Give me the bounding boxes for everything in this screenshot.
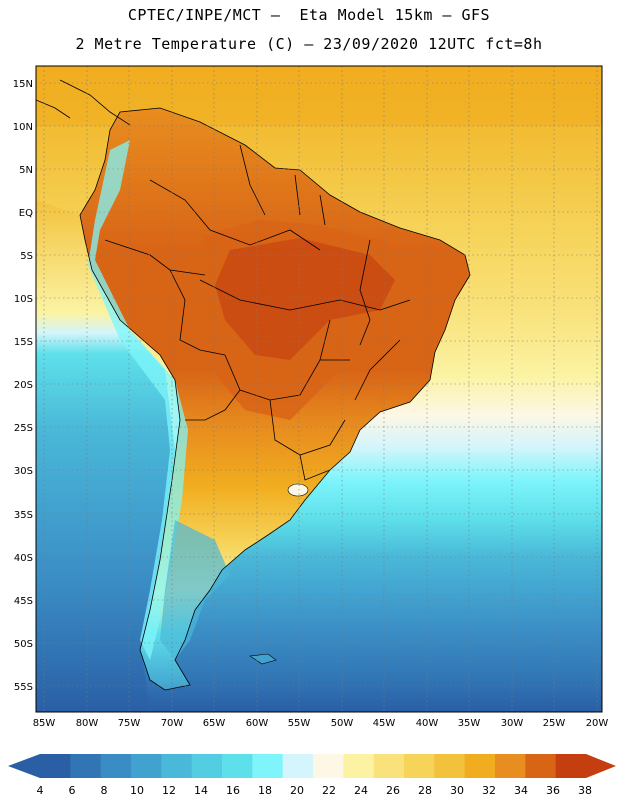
colorbar-swatch	[525, 754, 557, 778]
map-frame	[35, 65, 603, 713]
lon-label: 35W	[458, 718, 481, 729]
lat-label: 5S	[20, 251, 33, 262]
colorbar-swatch	[40, 754, 71, 778]
colorbar-label: 12	[162, 784, 176, 797]
lon-label: 70W	[161, 718, 184, 729]
country-borders	[36, 79, 471, 691]
lon-label: 20W	[586, 718, 609, 729]
colorbar-label: 36	[546, 784, 560, 797]
lat-label: 25S	[14, 423, 33, 434]
lon-label: 60W	[246, 718, 269, 729]
colorbar-swatch	[222, 754, 253, 778]
lon-label: 30W	[501, 718, 524, 729]
lat-label: 10S	[14, 294, 33, 305]
colorbar-high-arrow	[586, 754, 616, 778]
lon-label: 25W	[543, 718, 566, 729]
lat-label: 15N	[13, 79, 33, 90]
lat-label: EQ	[19, 208, 33, 219]
lat-label: 45S	[14, 596, 33, 607]
colorbar-swatch	[100, 754, 132, 778]
colorbar-swatch	[404, 754, 435, 778]
colorbar-low-arrow	[8, 754, 40, 778]
colorbar-swatch	[131, 754, 162, 778]
longitude-labels: 85W 80W 75W 70W 65W 60W 55W 50W 45W 40W …	[33, 718, 609, 729]
colorbar-label: 22	[322, 784, 336, 797]
colorbar-label: 6	[69, 784, 76, 797]
patagonia-cool	[160, 520, 230, 660]
colorbar-swatch	[313, 754, 344, 778]
colorbar-labels: 4 6 8 10 12 14 16 18 20 22 24 26 28 30 3…	[37, 784, 593, 797]
colorbar-label: 38	[578, 784, 592, 797]
colorbar-swatch	[464, 754, 496, 778]
lat-label: 55S	[14, 682, 33, 693]
lat-label: 40S	[14, 553, 33, 564]
colorbar-label: 28	[418, 784, 432, 797]
colorbar-swatch	[373, 754, 405, 778]
lon-label: 85W	[33, 718, 56, 729]
colorbar-swatch	[70, 754, 102, 778]
colorbar-swatch	[252, 754, 284, 778]
colorbar-label: 10	[130, 784, 144, 797]
lon-label: 75W	[118, 718, 141, 729]
title-line-2: 2 Metre Temperature (C) – 23/09/2020 12U…	[75, 35, 543, 53]
lon-label: 80W	[76, 718, 99, 729]
falkland-islands	[249, 653, 277, 665]
colorbar-swatch	[282, 754, 314, 778]
colorbar-label: 32	[482, 784, 496, 797]
colorbar-swatch	[191, 754, 223, 778]
lagoon	[287, 483, 309, 497]
title-line-1: CPTEC/INPE/MCT – Eta Model 15km – GFS	[127, 6, 491, 24]
lat-label: 20S	[14, 380, 33, 391]
lat-label: 30S	[14, 466, 33, 477]
lat-label: 10N	[13, 122, 33, 133]
lat-label: 50S	[14, 639, 33, 650]
lon-label: 50W	[331, 718, 354, 729]
colorbar-swatch	[161, 754, 193, 778]
pacific-ocean	[36, 200, 175, 712]
colorbar-label: 26	[386, 784, 400, 797]
colorbar-swatch	[555, 754, 587, 778]
andes-cold	[88, 140, 188, 660]
colorbar-label: 34	[514, 784, 528, 797]
colorbar-label: 20	[290, 784, 304, 797]
colorbar-swatch	[343, 754, 375, 778]
latitude-labels: 15N 10N 5N EQ 5S 10S 15S 20S 25S 30S 35S…	[13, 79, 33, 693]
colorbar-swatch	[495, 754, 526, 778]
interior-hottest	[215, 238, 395, 360]
lon-label: 45W	[373, 718, 396, 729]
lat-label: 5N	[19, 165, 33, 176]
colorbar-label: 14	[194, 784, 208, 797]
colorbar-label: 18	[258, 784, 272, 797]
colorbar-label: 8	[101, 784, 108, 797]
lon-label: 40W	[416, 718, 439, 729]
lat-label: 35S	[14, 510, 33, 521]
lon-label: 55W	[288, 718, 311, 729]
colorbar-swatch	[434, 754, 466, 778]
colorbar-label: 16	[226, 784, 240, 797]
colorbar-label: 30	[450, 784, 464, 797]
colorbar-label: 24	[354, 784, 368, 797]
colorbar-swatches	[40, 754, 587, 778]
lat-label: 15S	[14, 337, 33, 348]
lon-label: 65W	[203, 718, 226, 729]
colorbar-label: 4	[37, 784, 44, 797]
